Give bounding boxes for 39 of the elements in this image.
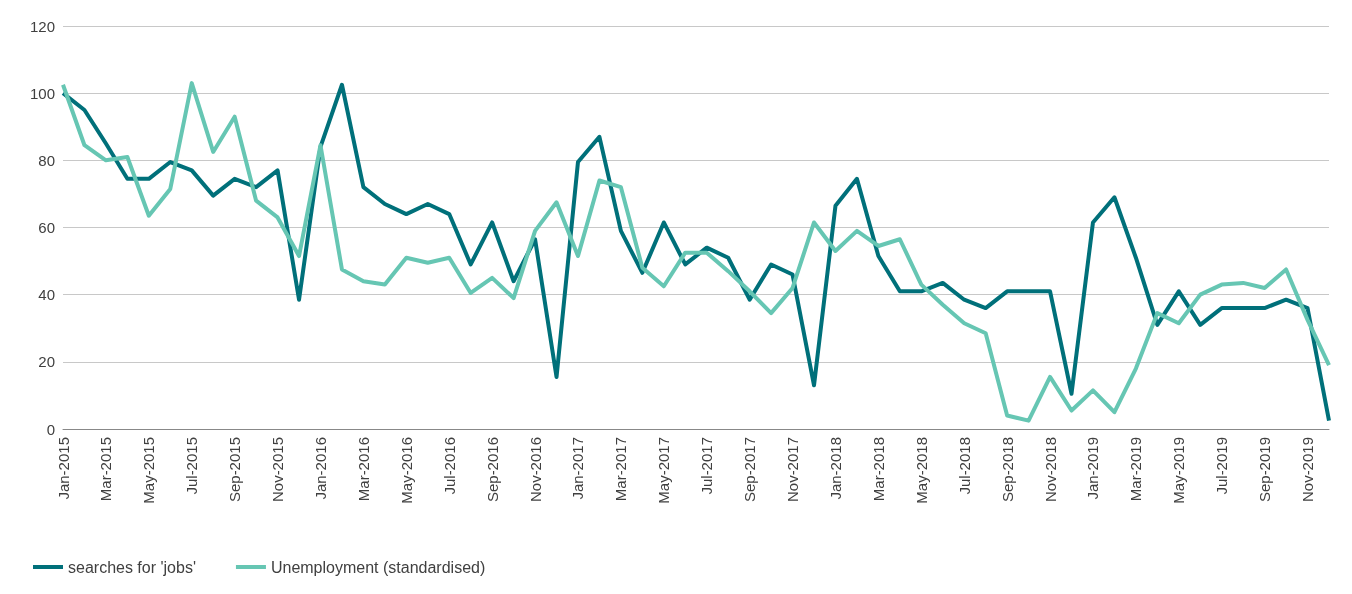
y-tick-label: 20 <box>38 353 55 371</box>
x-tick-label: Sep-2019 <box>1256 437 1274 503</box>
legend-label: searches for 'jobs' <box>68 558 196 576</box>
x-tick-label: Mar-2016 <box>354 437 372 502</box>
x-tick-label: Sep-2015 <box>226 437 244 503</box>
x-tick-label: Jan-2016 <box>311 437 329 500</box>
y-tick-label: 40 <box>38 286 55 304</box>
x-tick-label: Nov-2015 <box>269 437 287 503</box>
x-tick-label: Mar-2015 <box>97 437 115 502</box>
x-tick-label: Nov-2018 <box>1041 437 1059 503</box>
x-tick-label: Jan-2015 <box>54 437 72 500</box>
x-tick-label: Mar-2018 <box>869 437 887 502</box>
x-tick-label: Jul-2019 <box>1213 437 1231 495</box>
x-tick-label: Sep-2018 <box>998 437 1016 503</box>
y-tick-label: 60 <box>38 219 55 236</box>
x-tick-label: Mar-2019 <box>1127 437 1145 502</box>
x-tick-label: May-2016 <box>397 437 415 504</box>
x-tick-label: Jan-2017 <box>569 437 587 500</box>
y-tick-label: 0 <box>46 420 55 438</box>
x-tick-label: May-2018 <box>912 437 930 504</box>
x-tick-label: Mar-2017 <box>612 437 630 502</box>
x-tick-label: Sep-2016 <box>483 437 501 503</box>
x-tick-label: Nov-2016 <box>526 437 544 503</box>
x-tick-label: May-2015 <box>140 437 158 504</box>
x-tick-label: Jan-2018 <box>826 437 844 500</box>
x-tick-label: Sep-2017 <box>741 437 759 503</box>
x-tick-label: Jul-2018 <box>955 437 973 495</box>
x-tick-label: May-2019 <box>1170 437 1188 504</box>
x-tick-label: Nov-2019 <box>1299 437 1317 503</box>
x-tick-label: May-2017 <box>655 437 673 504</box>
y-tick-label: 80 <box>38 151 55 169</box>
y-tick-label: 100 <box>29 84 55 102</box>
y-tick-label: 120 <box>29 17 55 35</box>
x-tick-label: Nov-2017 <box>784 437 802 503</box>
legend-label: Unemployment (standardised) <box>270 558 486 576</box>
x-tick-label: Jul-2015 <box>183 437 201 495</box>
x-tick-label: Jul-2017 <box>698 437 716 495</box>
x-tick-label: Jul-2016 <box>440 437 458 495</box>
x-tick-label: Jan-2019 <box>1084 437 1102 500</box>
